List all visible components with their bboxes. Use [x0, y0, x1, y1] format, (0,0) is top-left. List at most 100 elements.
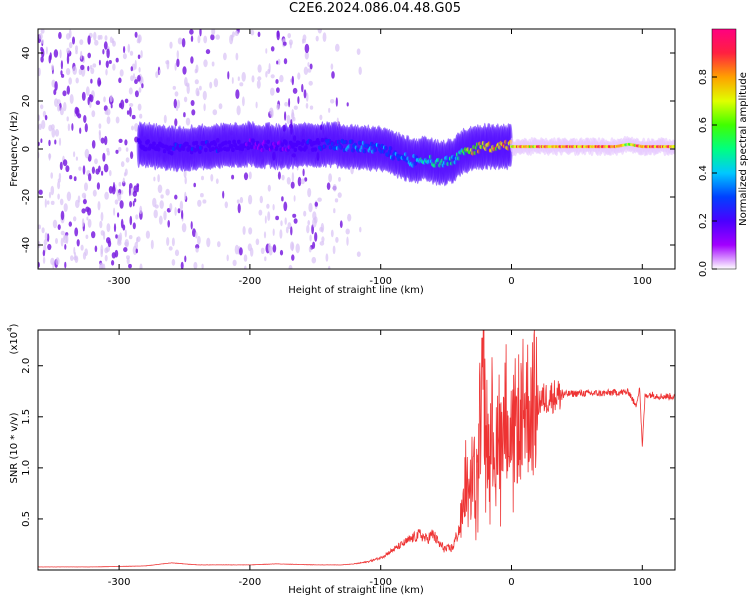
spectrum-noise-point: [79, 39, 84, 45]
spectrum-noise-point: [303, 66, 309, 76]
spectrum-noise-point: [292, 116, 296, 122]
spectrum-noise-point: [83, 115, 87, 123]
spectrum-noise-point: [215, 34, 220, 40]
spectrum-noise-point: [282, 41, 287, 46]
spectrum-noise-point: [235, 52, 239, 61]
spectrum-noise-point: [333, 208, 336, 214]
spectrum-noise-point: [128, 87, 133, 95]
spectrum-noise-point: [136, 38, 141, 44]
spectrum-noise-point: [44, 198, 47, 208]
spectrum-noise-point: [307, 62, 310, 67]
spectrum-noise-point: [176, 50, 179, 59]
snr-x-tick-label: -200: [239, 577, 262, 588]
spectrum-noise-point: [239, 82, 244, 87]
spectrum-noise-point: [66, 85, 71, 95]
spectrum-noise-point: [336, 117, 339, 125]
spectrum-noise-point: [272, 228, 275, 236]
spectrum-noise-point: [133, 198, 137, 203]
spectrum-noise-point: [257, 76, 262, 81]
spectrum-noise-point: [232, 259, 237, 267]
spectrum-noise-point: [295, 243, 300, 254]
spectrum-noise-point: [62, 90, 67, 97]
spectrum-noise-point: [134, 123, 139, 132]
spectrum-x-tick-label: -200: [239, 276, 262, 287]
spectrum-noise-point: [54, 129, 60, 137]
snr-multiplier-exponent: 4: [6, 327, 14, 332]
spectrum-noise-point: [317, 197, 322, 202]
spectrum-noise-point: [124, 98, 129, 104]
spectrum-noise-point: [87, 52, 91, 59]
spectrum-noise-point: [113, 181, 115, 192]
spectrum-noise-point: [302, 34, 307, 41]
spectrum-noise-point: [266, 203, 270, 209]
spectrum-noise-point: [315, 35, 319, 42]
spectrum-noise-point: [279, 249, 284, 256]
spectrum-noise-point: [255, 101, 258, 109]
spectrum-noise-point: [311, 256, 317, 264]
spectrum-noise-point: [236, 199, 240, 204]
spectrum-noise-point: [106, 48, 110, 59]
spectrum-noise-point: [304, 51, 309, 60]
spectrum-noise-point: [297, 72, 301, 80]
spectrum-noise-point: [255, 238, 260, 246]
spectrum-noise-point: [45, 46, 48, 55]
spectrum-noise-point: [130, 151, 134, 160]
spectrum-noise-point: [182, 66, 187, 75]
spectrum-noise-point: [288, 264, 293, 269]
spectrum-noise-point: [50, 124, 55, 130]
spectrum-noise-point: [330, 63, 334, 70]
spectrum-noise-point: [237, 203, 241, 214]
spectrum-noise-point: [288, 98, 291, 108]
spectrum-noise-point: [112, 63, 116, 71]
spectrum-noise-point: [82, 165, 86, 175]
spectrum-noise-point: [73, 176, 77, 182]
colorbar-gradient: [711, 28, 737, 270]
spectrum-noise-point: [305, 92, 309, 102]
spectrum-noise-point: [199, 85, 202, 91]
spectrum-noise-point: [90, 78, 93, 84]
spectrum-noise-point: [72, 66, 77, 75]
spectrum-noise-point: [50, 185, 55, 196]
spectrum-noise-point: [126, 257, 130, 265]
spectrum-noise-point: [202, 90, 207, 101]
spectrum-noise-point: [293, 195, 296, 202]
spectrum-noise-point: [134, 79, 138, 85]
spectrum-noise-point: [66, 54, 70, 65]
spectrum-noise-point: [38, 67, 41, 77]
spectrum-noise-point: [63, 203, 68, 212]
spectrum-noise-point: [94, 245, 98, 253]
snr-multiplier-label: (x104): [6, 323, 20, 354]
spectrum-noise-point: [82, 199, 87, 205]
spectrum-noise-point: [54, 81, 58, 91]
spectrum-noise-point: [157, 184, 163, 194]
spectrum-noise-point: [195, 231, 198, 239]
spectrum-noise-point: [81, 218, 85, 227]
spectrum-noise-point: [103, 41, 108, 50]
spectrum-noise-point: [40, 29, 45, 34]
spectrum-noise-point: [54, 139, 57, 145]
spectrum-noise-point: [91, 110, 96, 118]
spectrum-noise-point: [326, 182, 331, 190]
spectrum-noise-point: [332, 245, 336, 255]
spectrum-noise-point: [72, 36, 75, 45]
spectrum-noise-point: [346, 236, 349, 246]
spectrum-noise-point: [134, 59, 137, 70]
spectrum-noise-point: [57, 181, 61, 190]
spectrum-noise-point: [184, 255, 187, 263]
spectrum-noise-point: [171, 259, 176, 266]
spectrum-noise-point: [159, 200, 164, 209]
spectrum-noise-point: [48, 191, 52, 199]
spectrum-noise-point: [111, 260, 115, 266]
spectrum-noise-point: [136, 184, 139, 193]
spectrum-noise-point: [359, 226, 362, 233]
spectrum-noise-point: [59, 49, 62, 59]
spectrum-noise-point: [104, 110, 109, 115]
spectrum-noise-point: [305, 102, 309, 109]
spectrum-noise-point: [174, 63, 177, 71]
spectrum-noise-point: [189, 29, 194, 35]
spectrum-noise-point: [272, 244, 277, 253]
spectrum-noise-point: [141, 83, 144, 89]
spectrum-noise-point: [328, 265, 331, 269]
spectrum-noise-point: [174, 194, 178, 200]
